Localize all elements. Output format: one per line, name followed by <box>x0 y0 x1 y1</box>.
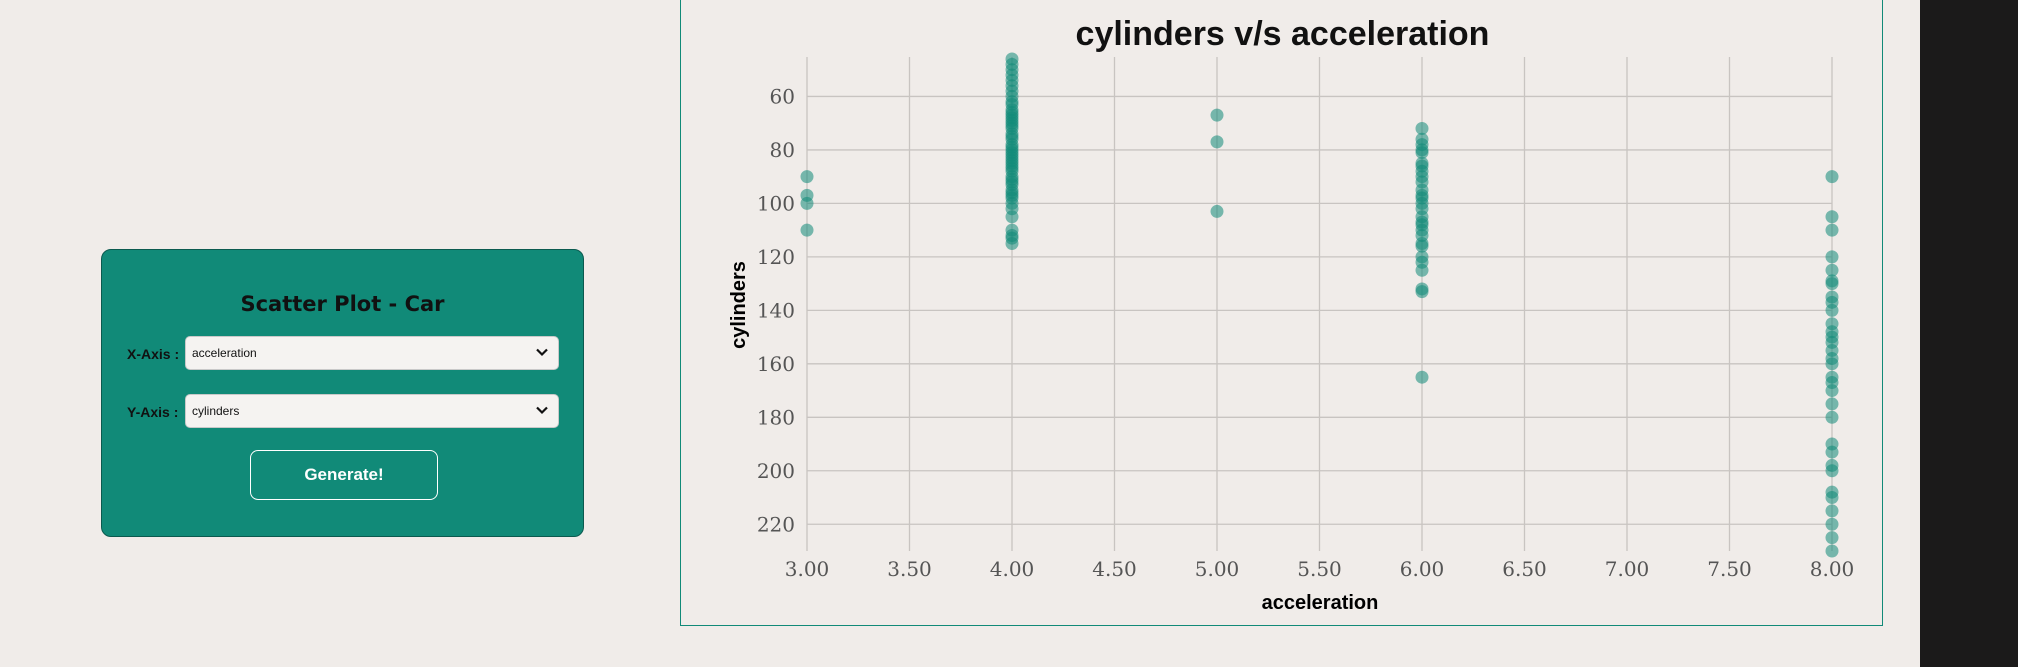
y-tick-label: 220 <box>757 512 795 536</box>
x-tick-label: 7.00 <box>1605 557 1650 581</box>
data-point <box>1825 223 1839 237</box>
data-point <box>1415 285 1429 299</box>
data-point <box>1825 464 1839 478</box>
x-tick-label: 5.50 <box>1297 557 1342 581</box>
chevron-down-icon <box>536 348 548 357</box>
x-axis-ticks: 3.00 3.50 4.00 4.50 5.00 5.50 6.00 6.50 7.00 7.50… <box>785 557 1855 581</box>
y-tick-label: 200 <box>757 459 795 483</box>
data-point <box>1825 250 1839 264</box>
data-point <box>1825 303 1839 317</box>
x-axis-select[interactable]: acceleration <box>185 336 559 370</box>
data-point <box>1005 210 1019 224</box>
data-point <box>1825 210 1839 224</box>
data-point <box>1825 504 1839 518</box>
x-axis-title: acceleration <box>1262 592 1379 614</box>
data-point <box>1825 277 1839 291</box>
y-axis-title: cylinders <box>728 261 750 349</box>
panel-title: Scatter Plot - Car <box>240 292 445 316</box>
y-axis-label: Y-Axis : <box>127 404 179 420</box>
data-point <box>1825 384 1839 398</box>
data-point <box>1825 491 1839 505</box>
x-tick-label: 6.50 <box>1502 557 1547 581</box>
y-tick-label: 120 <box>757 245 795 269</box>
y-tick-label: 80 <box>770 138 795 162</box>
x-tick-label: 7.50 <box>1707 557 1752 581</box>
data-point <box>800 170 814 184</box>
data-point <box>1825 397 1839 411</box>
data-point <box>1210 204 1224 218</box>
data-point <box>1825 544 1839 558</box>
chart-container: 3.00 3.50 4.00 4.50 5.00 5.50 6.00 6.50 7.00 7.50… <box>680 0 1883 626</box>
data-point <box>1210 135 1224 149</box>
data-point <box>1415 239 1429 253</box>
data-point <box>1415 146 1429 160</box>
x-tick-label: 5.00 <box>1195 557 1240 581</box>
y-axis-ticks: 60 80 100 120 140 160 180 200 220 <box>757 84 795 536</box>
y-tick-label: 160 <box>757 352 795 376</box>
data-point <box>1825 517 1839 531</box>
data-point <box>1825 170 1839 184</box>
data-point <box>1210 108 1224 122</box>
y-tick-label: 180 <box>757 405 795 429</box>
data-points <box>800 52 1839 558</box>
x-tick-label: 6.00 <box>1400 557 1445 581</box>
x-tick-label: 4.50 <box>1092 557 1137 581</box>
background-edge <box>1920 0 2018 667</box>
scatter-plot: 3.00 3.50 4.00 4.50 5.00 5.50 6.00 6.50 7.00 7.50… <box>728 52 1855 614</box>
data-point <box>1825 531 1839 545</box>
chevron-down-icon <box>536 406 548 415</box>
y-tick-label: 140 <box>757 298 795 322</box>
y-tick-label: 100 <box>757 191 795 215</box>
grid <box>806 57 1833 551</box>
data-point <box>1825 263 1839 277</box>
data-point <box>1415 370 1429 384</box>
x-axis-select-value: acceleration <box>192 346 257 360</box>
data-point <box>1415 263 1429 277</box>
y-tick-label: 60 <box>770 84 795 108</box>
data-point <box>1005 237 1019 250</box>
x-tick-label: 8.00 <box>1810 557 1855 581</box>
x-tick-label: 4.00 <box>990 557 1035 581</box>
data-point <box>1825 445 1839 459</box>
data-point <box>800 223 814 237</box>
x-tick-label: 3.50 <box>887 557 932 581</box>
data-point <box>1825 357 1839 371</box>
data-point <box>1825 410 1839 424</box>
generate-button[interactable]: Generate! <box>250 450 438 500</box>
x-axis-label: X-Axis : <box>127 346 180 362</box>
controls-panel: Scatter Plot - Car X-Axis : acceleration… <box>101 249 584 537</box>
data-point <box>800 196 814 210</box>
x-tick-label: 3.00 <box>785 557 830 581</box>
y-axis-select-value: cylinders <box>192 404 240 418</box>
data-point <box>1415 122 1429 136</box>
y-axis-select[interactable]: cylinders <box>185 394 559 428</box>
chart-title: cylinders v/s acceleration <box>1075 15 1490 53</box>
